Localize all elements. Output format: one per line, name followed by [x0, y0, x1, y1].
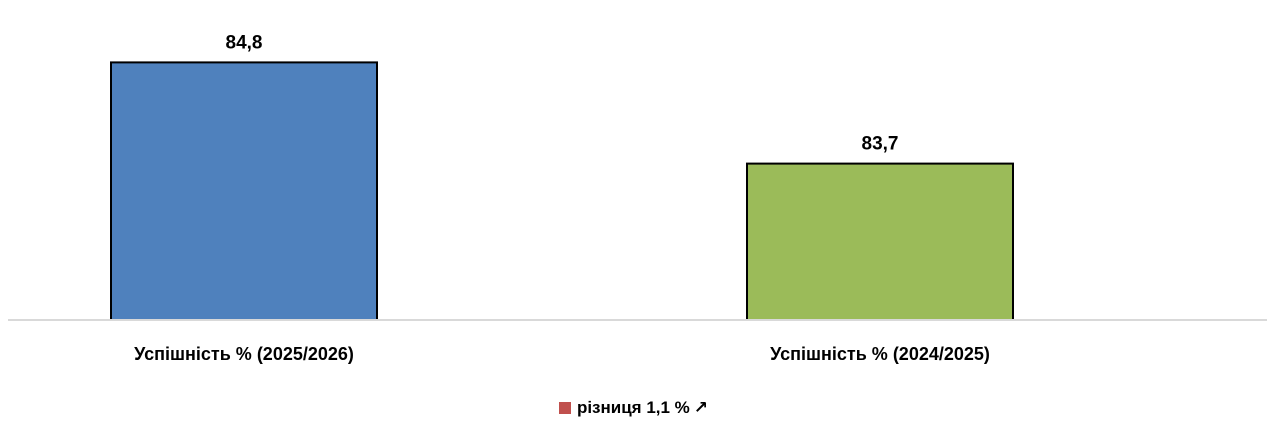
- legend-label: різниця 1,1 %: [576, 398, 690, 417]
- data-label-1: 84,8: [226, 32, 263, 53]
- bar-2: [746, 162, 1014, 321]
- legend-swatch: [558, 402, 571, 414]
- bars-group: [110, 61, 1014, 322]
- data-label-2: 83,7: [862, 134, 899, 155]
- legend: різниця 1,1 % ↗: [0, 398, 1267, 418]
- bar-1: [110, 61, 378, 322]
- arrow-up-right-icon: ↗: [693, 398, 709, 417]
- labels-group: 84,8 Успішність % (2025/2026) 83,7 Успішніс…: [134, 32, 990, 364]
- category-label-1: Успішність % (2025/2026): [134, 344, 354, 364]
- category-label-2: Успішність % (2024/2025): [770, 344, 990, 364]
